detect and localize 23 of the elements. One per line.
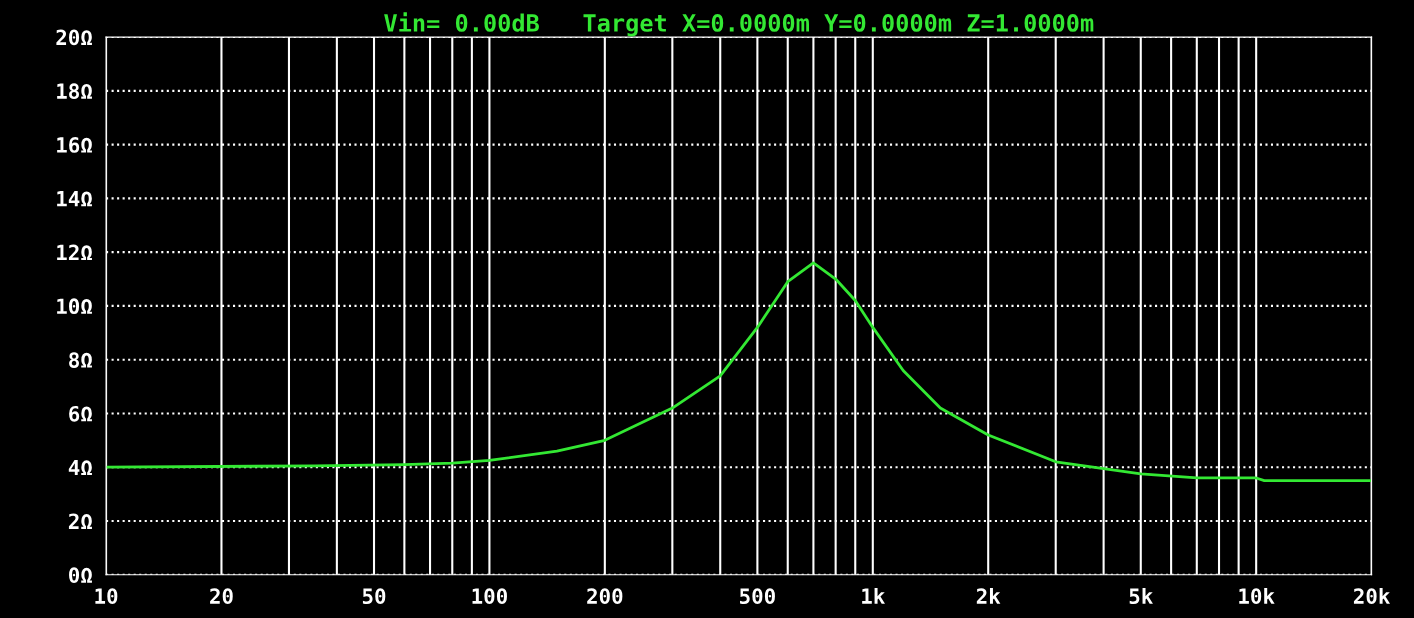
x-tick-label: 10k <box>1239 587 1275 605</box>
y-tick-label: 2Ω <box>68 513 92 529</box>
chart-title: Vin= 0.00dB Target X=0.0000m Y=0.0000m Z=1.0000m <box>384 12 1094 37</box>
x-tick-label: 200 <box>587 588 623 605</box>
y-tick-label: 14Ω <box>57 191 92 207</box>
x-tick-label: 1k <box>862 587 885 604</box>
y-tick-label: 18Ω <box>57 83 92 100</box>
y-tick-label: 16Ω <box>57 137 92 153</box>
x-tick-label: 100 <box>472 588 507 605</box>
y-tick-label: 10Ω <box>57 298 92 315</box>
y-tick-label: 4Ω <box>68 459 92 476</box>
x-tick-label: 20 <box>210 588 233 605</box>
x-tick-label: 5k <box>1129 587 1153 605</box>
y-tick-label: 0Ω <box>69 567 92 583</box>
x-tick-label: 2k <box>976 587 1001 604</box>
y-tick-label: 6Ω <box>69 405 92 422</box>
x-tick-label: 50 <box>362 588 386 605</box>
x-tick-label: 10 <box>95 588 118 605</box>
x-tick-label: 500 <box>740 588 775 605</box>
y-tick-label: 8Ω <box>69 352 92 368</box>
y-tick-label: 20Ω <box>56 29 92 46</box>
y-tick-label: 12Ω <box>57 244 92 261</box>
x-tick-label: 20k <box>1353 587 1391 605</box>
